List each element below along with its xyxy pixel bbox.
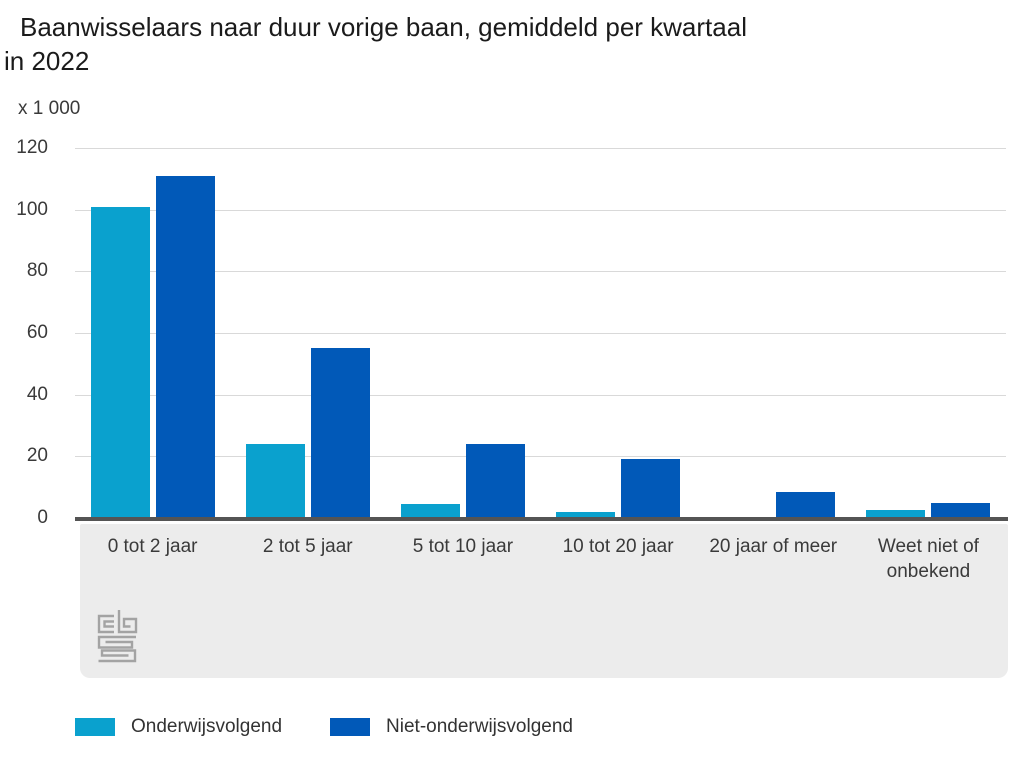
category-label: 20 jaar of meer — [709, 536, 838, 557]
legend-item[interactable]: Niet-onderwijsvolgend — [330, 716, 573, 738]
bar[interactable] — [90, 206, 150, 518]
legend-label: Onderwijsvolgend — [131, 716, 283, 737]
y-tick-label: 100 — [16, 198, 48, 220]
category-label: Weet niet of onbekend — [877, 536, 979, 582]
gridline — [75, 333, 1006, 334]
bar[interactable] — [556, 511, 615, 518]
bar[interactable] — [465, 444, 525, 518]
gridline — [75, 394, 1006, 396]
bar[interactable] — [400, 504, 460, 518]
gridline — [75, 209, 1006, 211]
category-label: 10 tot 20 jaar — [562, 536, 674, 557]
bar[interactable] — [310, 348, 370, 518]
legend-item[interactable]: Onderwijsvolgend — [75, 716, 282, 738]
category-label: 0 tot 2 jaar — [107, 536, 198, 557]
bar[interactable] — [776, 491, 836, 518]
y-tick-label: 80 — [26, 260, 48, 282]
category-label: 5 tot 10 jaar — [412, 536, 514, 557]
bar[interactable] — [155, 175, 215, 518]
chart-title: Baanwisselaars naar duur vorige baan, ge… — [4, 10, 904, 78]
x-axis-band — [80, 524, 1008, 678]
bar[interactable] — [245, 444, 305, 518]
gridline — [75, 456, 1006, 458]
gridline — [75, 271, 1006, 273]
legend: Onderwijsvolgend Niet-onderwijsvolgend — [75, 716, 573, 738]
y-axis-unit-label: x 1 000 — [18, 98, 81, 119]
gridline — [75, 148, 1006, 149]
legend-label: Niet-onderwijsvolgend — [386, 716, 573, 737]
bar[interactable] — [866, 510, 926, 518]
category-label: 2 tot 5 jaar — [262, 536, 353, 557]
x-axis-line — [75, 517, 1008, 521]
bar[interactable] — [931, 502, 991, 518]
legend-swatch — [75, 718, 115, 736]
y-tick-label: 40 — [26, 383, 48, 405]
cbs-logo — [97, 610, 138, 663]
y-tick-label: 120 — [16, 137, 48, 158]
chart-title-line-1: Baanwisselaars naar duur vorige baan, ge… — [20, 12, 747, 42]
y-tick-label: 60 — [26, 322, 48, 343]
chart-title-line-2: in 2022 — [4, 46, 90, 76]
y-tick-label: 0 — [37, 507, 48, 528]
y-tick-label: 20 — [26, 445, 48, 467]
bar[interactable] — [621, 459, 680, 518]
legend-swatch — [330, 718, 371, 736]
